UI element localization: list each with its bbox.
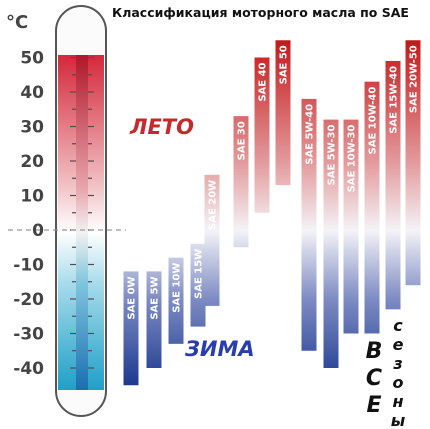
bar-label: SAE 15W: [194, 249, 205, 299]
y-tick-label: 50: [20, 49, 44, 69]
bar-label: SAE 5W-30: [327, 125, 338, 186]
bar-sae-5w-40: [301, 98, 317, 351]
chart-title: Классификация моторного масла по SAE: [112, 5, 409, 20]
all-season-small-letter: о: [393, 373, 404, 392]
bar-sae-20w: [204, 174, 220, 306]
all-season-small-letter: с: [393, 316, 403, 335]
bar-sae-10w: [168, 257, 184, 344]
bars: SAE 0W SAE 5W SAE 10W SAE 15W SAE 20W SAE 30 S…: [123, 40, 421, 386]
all-season-small-letter: н: [392, 392, 403, 411]
bar-sae-30: [233, 116, 249, 248]
y-tick-label: 10: [20, 187, 44, 207]
y-tick-label: 20: [20, 152, 44, 172]
bar-label: SAE 40: [258, 62, 269, 101]
bar-label: SAE 5W: [150, 276, 161, 319]
y-tick-label: -10: [13, 256, 44, 276]
summer-label: ЛЕТО: [129, 115, 194, 139]
all-season-small-letter: ы: [391, 411, 406, 429]
bar-label: SAE 5W-40: [305, 104, 316, 165]
all-season-cap-letter: Е: [366, 393, 381, 418]
bar-label: SAE 15W-40: [389, 66, 400, 134]
bar-sae-5w: [146, 271, 162, 368]
bar-sae-10w-40: [364, 81, 380, 334]
bar-label: SAE 0W: [127, 276, 138, 319]
bar-label: SAE 50: [279, 45, 290, 84]
y-tick-label: 40: [20, 83, 44, 103]
bar-label: SAE 10W: [172, 263, 183, 313]
y-tick-label: 0: [32, 221, 44, 241]
all-season-cap-letter: С: [366, 366, 382, 391]
bar-sae-10w-30: [343, 119, 359, 334]
bar-label: SAE 30: [237, 121, 248, 160]
bar-label: SAE 20W: [208, 180, 219, 230]
y-tick-label: 30: [20, 118, 44, 138]
all-season-small-letter: е: [393, 335, 404, 354]
y-tick-label: -40: [13, 359, 44, 379]
all-season-small-letter: з: [392, 354, 402, 373]
bar-sae-20w-50: [405, 40, 421, 286]
bar-label: SAE 20W-50: [409, 45, 420, 113]
y-tick-label: -20: [13, 290, 44, 310]
y-tick-label: -30: [13, 325, 44, 345]
bar-sae-5w-30: [323, 119, 339, 368]
thermometer: [8, 5, 126, 417]
bar-label: SAE 10W-30: [347, 125, 358, 193]
bar-sae-15w-40: [385, 60, 401, 310]
all-season-cap-letter: В: [366, 339, 383, 364]
winter-label: ЗИМА: [184, 337, 255, 361]
y-axis-ticks: 50 40 30 20 10 0 -10 -20 -30 -40: [13, 49, 44, 380]
unit-label: °C: [6, 12, 28, 33]
bar-label: SAE 10W-40: [368, 87, 379, 155]
thermometer-scale-marks: [70, 56, 94, 369]
bar-sae-50: [275, 40, 291, 186]
bar-sae-15w: [190, 243, 206, 327]
bar-sae-0w: [123, 271, 139, 386]
thermometer-core: [76, 55, 88, 390]
bar-sae-40: [254, 57, 270, 213]
